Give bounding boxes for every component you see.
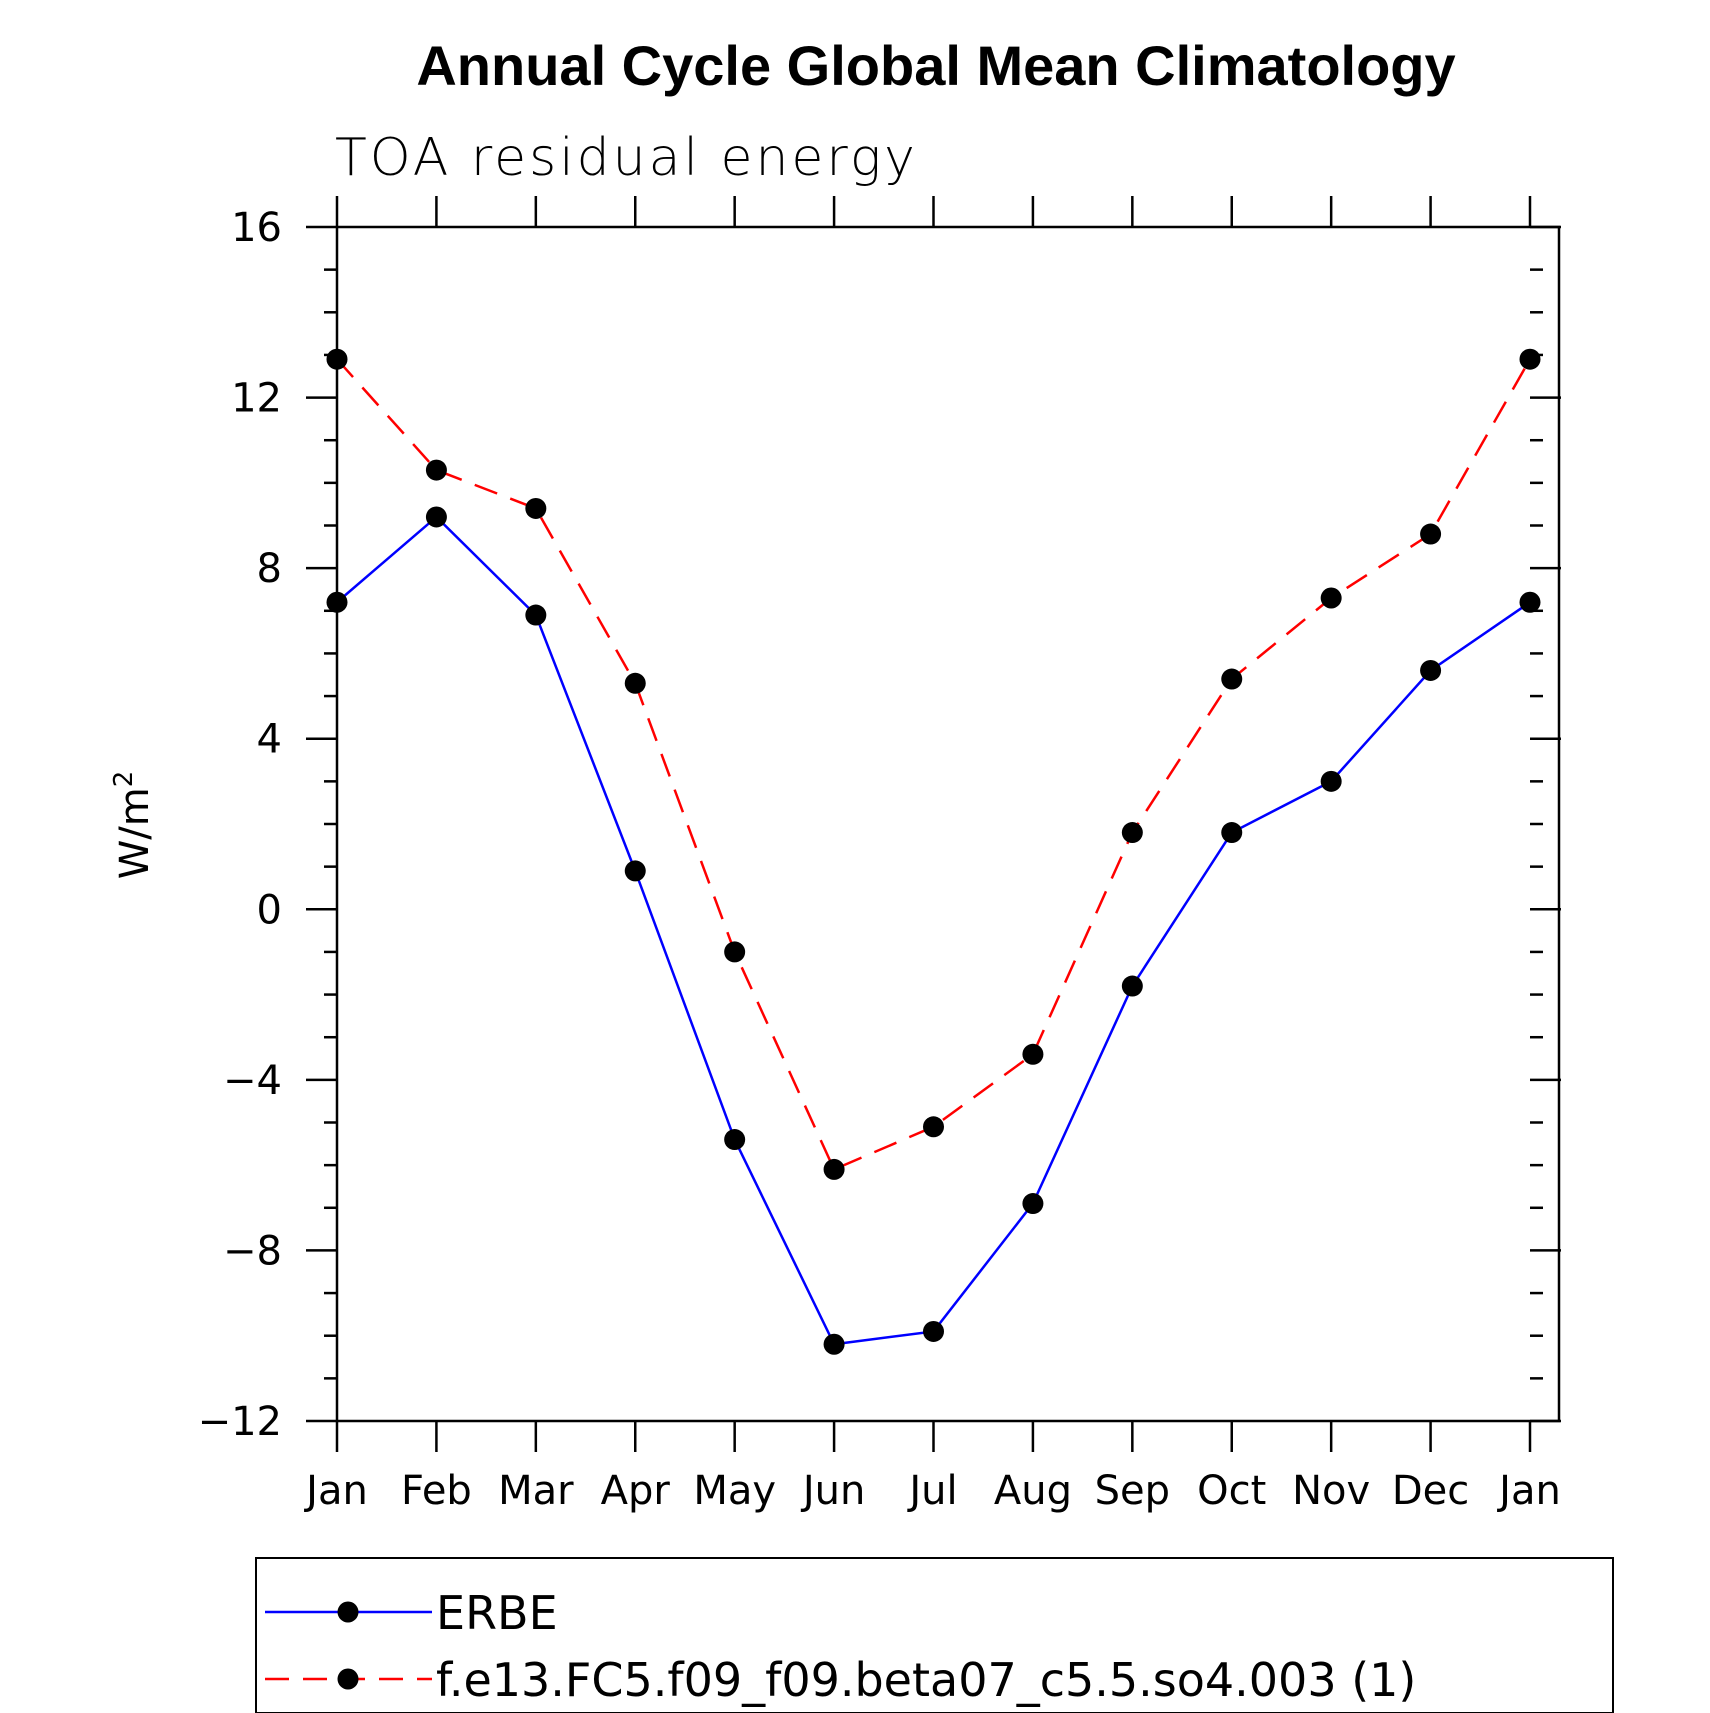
- chart-title: Annual Cycle Global Mean Climatology: [416, 34, 1455, 97]
- y-tick-label: 8: [257, 546, 282, 592]
- x-tick-label: Jan: [1496, 1468, 1561, 1514]
- series-1-point: [624, 672, 646, 694]
- series-0-point: [823, 1333, 845, 1355]
- y-tick-label: −8: [223, 1228, 282, 1274]
- y-tick-label: −12: [198, 1399, 282, 1445]
- series-1-point: [1320, 587, 1342, 609]
- x-tick-labels: Jan Feb Mar Apr May Jun Jul Aug Sep Oct Nov Dec Jan: [303, 1468, 1561, 1514]
- series-1-point: [326, 348, 348, 370]
- legend: ERBE f.e13.FC5.f09_f09.beta07_c5.5.so4.00…: [255, 1557, 1614, 1713]
- legend-box: [255, 1557, 1614, 1713]
- svg-text:W/m2: W/m2: [109, 771, 158, 880]
- y-tick-label: 12: [231, 376, 282, 422]
- series-1-point: [1121, 822, 1143, 844]
- series-line-1: [336, 358, 1532, 1172]
- series-0-point: [624, 860, 646, 882]
- series-0-point: [1320, 770, 1342, 792]
- series-0-point: [1022, 1193, 1044, 1215]
- y-tick-label: 16: [231, 205, 282, 251]
- series-line-0: [336, 515, 1531, 1346]
- legend-label-1: f.e13.FC5.f09_f09.beta07_c5.5.so4.003 (1…: [436, 1653, 1416, 1707]
- series-1-point: [823, 1158, 845, 1180]
- y-axis-label: W/m2: [109, 771, 158, 880]
- series-0-point: [326, 591, 348, 613]
- series-1-point: [425, 459, 447, 481]
- x-tick-label: Dec: [1392, 1468, 1469, 1514]
- series-0-point: [1221, 822, 1243, 844]
- series-1-point: [1519, 348, 1541, 370]
- legend-label-0: ERBE: [436, 1586, 558, 1640]
- x-tick-label: Jul: [906, 1468, 957, 1514]
- series-0-point: [1519, 591, 1541, 613]
- series-0-point: [1121, 975, 1143, 997]
- series-1-point: [1022, 1043, 1044, 1065]
- y-tick-label: 4: [257, 717, 282, 763]
- x-tick-label: Oct: [1197, 1468, 1266, 1514]
- series-1-point: [724, 941, 746, 963]
- series-0-point: [525, 604, 547, 626]
- axis-ticks: [306, 196, 1561, 1452]
- x-tick-label: Apr: [601, 1468, 671, 1514]
- y-tick-label: −4: [223, 1058, 282, 1104]
- series-0-point: [923, 1320, 944, 1342]
- y-axis-label-base: W/m: [112, 787, 158, 879]
- chart-subtitle: TOA residual energy: [335, 128, 918, 188]
- legend-marker-1: [337, 1668, 359, 1690]
- series-1-point: [923, 1116, 944, 1138]
- x-tick-label: Nov: [1292, 1468, 1370, 1514]
- y-axis-label-superscript: 2: [109, 771, 139, 788]
- series-layer: [326, 348, 1541, 1355]
- series-1-point: [1221, 668, 1243, 690]
- series-0-point: [425, 506, 447, 528]
- y-tick-label: 0: [257, 887, 282, 933]
- series-0-point: [724, 1129, 746, 1151]
- x-tick-label: Jan: [303, 1468, 368, 1514]
- x-tick-label: Feb: [401, 1468, 472, 1514]
- legend-marker-0: [337, 1601, 359, 1623]
- x-tick-label: Mar: [498, 1468, 574, 1514]
- x-tick-label: May: [693, 1468, 776, 1514]
- x-tick-label: Sep: [1095, 1468, 1170, 1514]
- series-1-point: [525, 497, 547, 519]
- series-1-point: [1420, 523, 1442, 545]
- x-tick-label: Aug: [994, 1468, 1072, 1514]
- series-0-point: [1420, 659, 1442, 681]
- plot-frame: [335, 225, 1561, 1423]
- y-tick-labels: 16 12 8 4 0 −4 −8 −12: [198, 205, 282, 1445]
- x-tick-label: Jun: [800, 1468, 866, 1514]
